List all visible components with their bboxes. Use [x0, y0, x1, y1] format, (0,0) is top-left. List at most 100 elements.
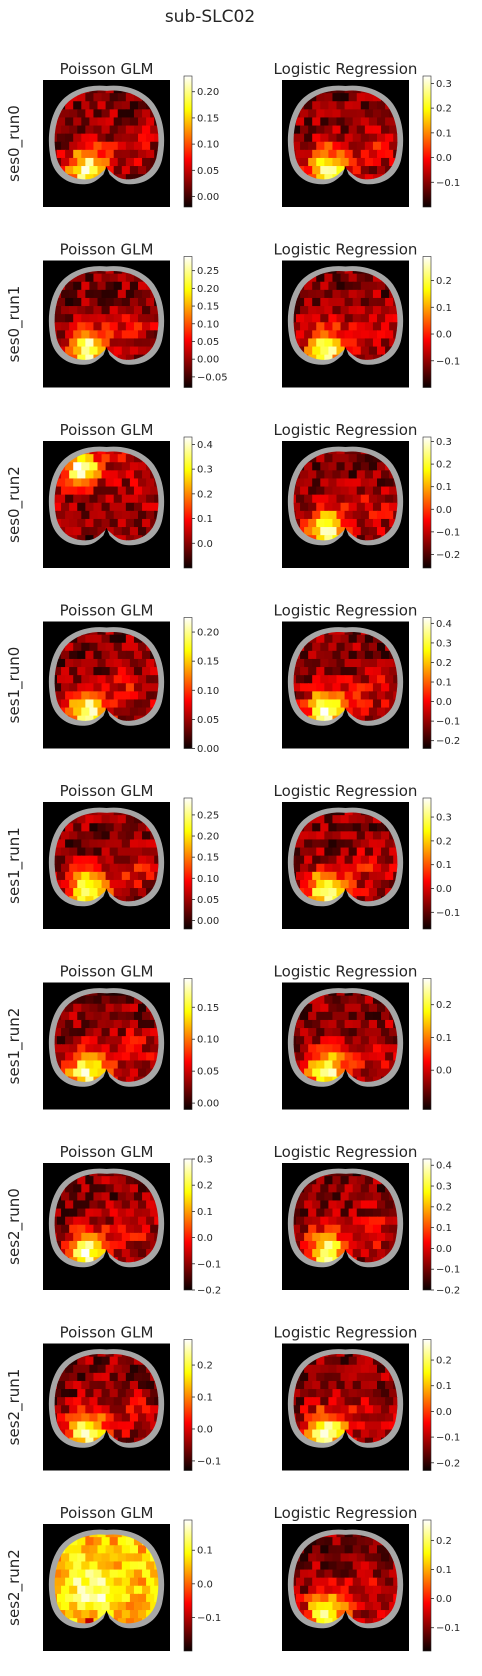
- parcel-cell: [85, 1208, 95, 1218]
- parcel-cell: [54, 149, 58, 159]
- parcel-cell: [356, 667, 366, 677]
- parcel-cell: [101, 518, 111, 528]
- parcel-cell: [69, 1389, 79, 1399]
- parcel-cell: [344, 314, 354, 324]
- parcel-cell: [385, 691, 395, 701]
- parcel-cell: [316, 518, 326, 528]
- parcel-cell: [97, 1354, 107, 1358]
- parcel-cell: [81, 462, 91, 472]
- parcel-cell: [117, 535, 127, 541]
- parcel-cell: [105, 451, 115, 456]
- midline-notch: [101, 1249, 112, 1263]
- parcel-cell: [308, 1421, 318, 1431]
- parcel-cell: [360, 271, 370, 275]
- parcel-cell: [81, 1413, 91, 1423]
- parcel-cell: [97, 1429, 107, 1439]
- parcel-cell: [105, 510, 115, 520]
- parcel-cell: [308, 1405, 318, 1415]
- parcel-cell: [129, 117, 139, 127]
- parcel-cell: [381, 470, 391, 480]
- parcel-cell: [121, 1354, 131, 1358]
- parcel-cell: [54, 1405, 62, 1415]
- colorbar-tick-label: −0.1: [436, 356, 460, 367]
- parcel-cell: [296, 510, 305, 520]
- parcel-cell: [138, 478, 147, 488]
- parcel-cell: [336, 691, 346, 701]
- parcel-cell: [332, 1537, 342, 1547]
- parcel-cell: [304, 658, 314, 668]
- parcel-cell: [328, 271, 338, 275]
- parcel-cell: [377, 510, 386, 520]
- parcel-cell: [133, 1601, 143, 1611]
- parcel-cell: [142, 1389, 152, 1399]
- parcel-cell: [154, 1052, 159, 1062]
- parcel-cell: [332, 289, 342, 299]
- parcel-cell: [293, 1397, 297, 1407]
- parcel-cell: [54, 1060, 62, 1070]
- parcel-cell: [97, 1173, 107, 1178]
- parcel-cell: [332, 125, 342, 135]
- parcel-cell: [300, 322, 310, 332]
- parcel-cell: [57, 675, 66, 685]
- parcel-cell: [344, 117, 354, 127]
- parcel-cell: [336, 1052, 346, 1062]
- parcel-cell: [125, 273, 135, 283]
- parcel-cell: [113, 462, 123, 472]
- parcel-cell: [312, 871, 322, 881]
- parcel-cell: [117, 667, 127, 677]
- parcel-cell: [81, 823, 91, 833]
- panel-title: Poisson GLM: [60, 421, 154, 439]
- parcel-cell: [328, 281, 338, 291]
- parcel-cell: [81, 839, 91, 849]
- parcel-cell: [320, 1068, 330, 1078]
- parcel-cell: [308, 1372, 318, 1382]
- parcel-cell: [352, 1068, 362, 1078]
- parcel-cell: [304, 117, 314, 127]
- parcel-cell: [85, 715, 95, 721]
- parcel-cell: [89, 1036, 99, 1046]
- parcel-cell: [97, 1577, 107, 1587]
- parcel-cell: [89, 1052, 99, 1062]
- parcel-cell: [57, 1232, 66, 1242]
- parcel-cell: [393, 1232, 398, 1242]
- parcel-cell: [328, 993, 338, 997]
- parcel-cell: [348, 879, 358, 889]
- parcel-cell: [113, 330, 123, 340]
- colorbar-tick-label: 0.10: [197, 140, 219, 151]
- parcel-cell: [360, 510, 370, 520]
- parcel-cell: [77, 1240, 87, 1250]
- parcel-cell: [356, 1208, 366, 1218]
- parcel-cell: [316, 174, 326, 180]
- parcel-cell: [142, 1553, 152, 1563]
- parcel-cell: [381, 1372, 391, 1382]
- colorbar-tick-label: 0.0: [436, 505, 452, 516]
- parcel-cell: [113, 658, 123, 668]
- parcel-cell: [328, 1364, 338, 1374]
- parcel-cell: [65, 166, 75, 176]
- parcel-cell: [340, 1569, 350, 1579]
- parcel-cell: [352, 133, 362, 143]
- parcel-cell: [54, 1585, 62, 1595]
- parcel-cell: [85, 109, 95, 119]
- parcel-cell: [312, 117, 322, 127]
- parcel-cell: [109, 141, 119, 151]
- parcel-cell: [381, 338, 391, 348]
- parcel-cell: [93, 1028, 103, 1038]
- parcel-cell: [368, 707, 378, 717]
- parcel-cell: [336, 632, 346, 636]
- parcel-cell: [113, 1364, 123, 1374]
- parcel-cell: [360, 1380, 370, 1390]
- colorbar-tick-label: 0.3: [436, 79, 452, 90]
- parcel-cell: [61, 831, 71, 841]
- parcel-cell: [381, 486, 391, 496]
- parcel-cell: [352, 346, 362, 356]
- parcel-cell: [344, 1561, 354, 1571]
- parcel-cell: [93, 1192, 103, 1202]
- parcel-cell: [133, 1224, 143, 1234]
- parcel-cell: [360, 330, 370, 340]
- parcel-cell: [89, 1413, 99, 1423]
- parcel-cell: [105, 1610, 115, 1620]
- parcel-cell: [344, 271, 354, 275]
- parcel-cell: [293, 510, 297, 520]
- parcel-cell: [320, 1561, 330, 1571]
